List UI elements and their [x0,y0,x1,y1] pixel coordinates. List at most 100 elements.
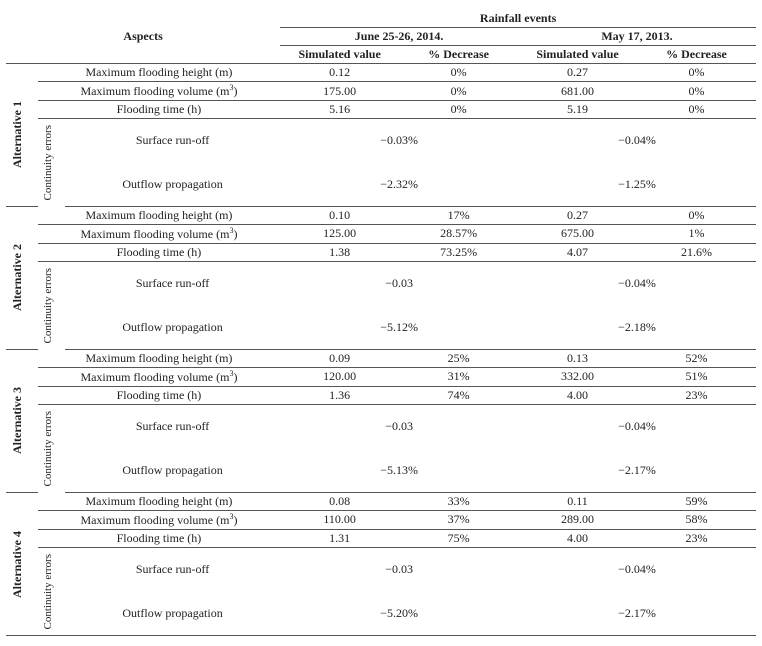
aspects-header: Aspects [6,10,280,64]
alt2-sr1: −0.03 [280,261,518,305]
alt1-label: Alternative 1 [6,64,38,207]
alt3-h1: 0.09 [280,349,399,367]
alt2-op-label: Outflow propagation [65,305,280,349]
alt1-sr1: −0.03% [280,119,518,163]
alt1-op-label: Outflow propagation [65,162,280,206]
alt2-h2p: 0% [637,206,756,224]
alt1-v1: 175.00 [280,82,399,101]
alt2-op2: −2.18% [518,305,756,349]
alt1-op1: −2.32% [280,162,518,206]
alt2-sr-label: Surface run-off [65,261,280,305]
alt2-v1p: 28.57% [399,224,518,243]
alt4-op1: −5.20% [280,592,518,636]
alt3-v2p: 51% [637,367,756,386]
alt4-sr-label: Surface run-off [65,547,280,591]
alt3-h2p: 52% [637,349,756,367]
alt3-sr1: −0.03 [280,404,518,448]
alt2-v2: 675.00 [518,224,637,243]
alt3-op-label: Outflow propagation [65,448,280,492]
alt3-t1: 1.36 [280,386,399,404]
alt3-cont-label: Continuity errors [38,404,65,492]
alt4-t1p: 75% [399,529,518,547]
alt1-v2p: 0% [637,82,756,101]
alt2-t2: 4.07 [518,243,637,261]
alt3-v1: 120.00 [280,367,399,386]
alt2-h1p: 17% [399,206,518,224]
alt4-t2: 4.00 [518,529,637,547]
results-table: Aspects Rainfall events June 25-26, 2014… [6,10,756,636]
alt4-v1: 110.00 [280,510,399,529]
alt4-h1p: 33% [399,492,518,510]
alt4-h2p: 59% [637,492,756,510]
alt2-t1p: 73.25% [399,243,518,261]
alt1-t2p: 0% [637,101,756,119]
alt2-time-label: Flooding time (h) [38,243,280,261]
alt3-t2p: 23% [637,386,756,404]
alt1-h2p: 0% [637,64,756,82]
alt4-v2: 289.00 [518,510,637,529]
alt1-h2: 0.27 [518,64,637,82]
alt4-label: Alternative 4 [6,492,38,635]
alt2-sr2: −0.04% [518,261,756,305]
alt2-h1: 0.10 [280,206,399,224]
alt4-time-label: Flooding time (h) [38,529,280,547]
alt1-sr-label: Surface run-off [65,119,280,163]
pct-decrease-1: % Decrease [399,46,518,64]
alt1-h1p: 0% [399,64,518,82]
alt4-volume-label: Maximum flooding volume (m3) [38,510,280,529]
alt1-h1: 0.12 [280,64,399,82]
alt1-op2: −1.25% [518,162,756,206]
alt2-v1: 125.00 [280,224,399,243]
alt4-v1p: 37% [399,510,518,529]
alt4-sr2: −0.04% [518,547,756,591]
alt1-time-label: Flooding time (h) [38,101,280,119]
alt1-t1p: 0% [399,101,518,119]
alt1-sr2: −0.04% [518,119,756,163]
pct-decrease-2: % Decrease [637,46,756,64]
alt2-t2p: 21.6% [637,243,756,261]
alt4-op-label: Outflow propagation [65,592,280,636]
alt3-t2: 4.00 [518,386,637,404]
alt3-v1p: 31% [399,367,518,386]
alt2-t1: 1.38 [280,243,399,261]
alt3-v2: 332.00 [518,367,637,386]
alt4-height-label: Maximum flooding height (m) [38,492,280,510]
alt3-t1p: 74% [399,386,518,404]
alt2-height-label: Maximum flooding height (m) [38,206,280,224]
alt1-t1: 5.16 [280,101,399,119]
alt1-cont-label: Continuity errors [38,119,65,207]
alt3-h2: 0.13 [518,349,637,367]
sim-value-2: Simulated value [518,46,637,64]
alt1-volume-label: Maximum flooding volume (m3) [38,82,280,101]
alt4-t1: 1.31 [280,529,399,547]
alt3-op2: −2.17% [518,448,756,492]
alt3-time-label: Flooding time (h) [38,386,280,404]
alt2-label: Alternative 2 [6,206,38,349]
alt4-sr1: −0.03 [280,547,518,591]
alt3-h1p: 25% [399,349,518,367]
alt2-volume-label: Maximum flooding volume (m3) [38,224,280,243]
alt4-cont-label: Continuity errors [38,547,65,635]
alt3-volume-label: Maximum flooding volume (m3) [38,367,280,386]
alt4-h2: 0.11 [518,492,637,510]
alt3-height-label: Maximum flooding height (m) [38,349,280,367]
alt1-t2: 5.19 [518,101,637,119]
alt2-op1: −5.12% [280,305,518,349]
alt3-sr2: −0.04% [518,404,756,448]
alt1-v2: 681.00 [518,82,637,101]
event1-header: June 25-26, 2014. [280,28,518,46]
rainfall-header: Rainfall events [280,10,756,28]
alt3-op1: −5.13% [280,448,518,492]
alt2-cont-label: Continuity errors [38,261,65,349]
alt4-op2: −2.17% [518,592,756,636]
alt2-h2: 0.27 [518,206,637,224]
alt4-v2p: 58% [637,510,756,529]
event2-header: May 17, 2013. [518,28,756,46]
sim-value-1: Simulated value [280,46,399,64]
alt3-label: Alternative 3 [6,349,38,492]
alt2-v2p: 1% [637,224,756,243]
alt1-height-label: Maximum flooding height (m) [38,64,280,82]
alt4-h1: 0.08 [280,492,399,510]
alt4-t2p: 23% [637,529,756,547]
alt1-v1p: 0% [399,82,518,101]
